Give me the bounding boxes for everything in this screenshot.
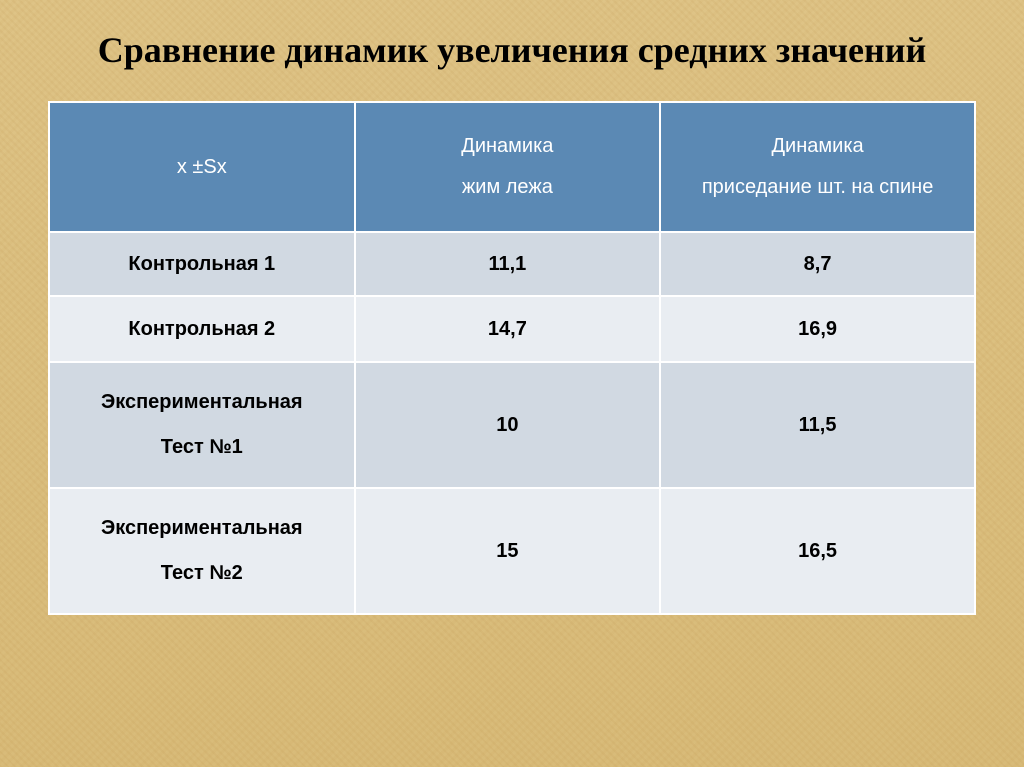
table-row: Экспериментальная Тест №2 15 16,5 — [49, 488, 975, 614]
row-label: Экспериментальная Тест №1 — [49, 362, 355, 488]
cell-value: 11,5 — [660, 362, 975, 488]
page-title: Сравнение динамик увеличения средних зна… — [48, 28, 976, 73]
comparison-table: x ±Sx Динамика жим лежа Динамика приседа… — [48, 101, 976, 615]
header-line1: Динамика — [772, 135, 864, 157]
header-cell-2: Динамика приседание шт. на спине — [660, 102, 975, 232]
header-cell-0: x ±Sx — [49, 102, 355, 232]
cell-value: 11,1 — [355, 232, 661, 296]
cell-value: 10 — [355, 362, 661, 488]
header-line2: приседание шт. на спине — [661, 176, 974, 199]
header-line2: жим лежа — [356, 176, 660, 199]
header-cell-1: Динамика жим лежа — [355, 102, 661, 232]
cell-value: 15 — [355, 488, 661, 614]
cell-value: 16,5 — [660, 488, 975, 614]
row-label: Контрольная 2 — [49, 296, 355, 362]
cell-value: 16,9 — [660, 296, 975, 362]
header-line1: x ±Sx — [177, 156, 227, 178]
table-row: Экспериментальная Тест №1 10 11,5 — [49, 362, 975, 488]
row-label-line1: Контрольная 2 — [128, 318, 275, 340]
row-label-line1: Экспериментальная — [101, 391, 303, 413]
header-line1: Динамика — [461, 135, 553, 157]
header-row: x ±Sx Динамика жим лежа Динамика приседа… — [49, 102, 975, 232]
row-label: Контрольная 1 — [49, 232, 355, 296]
row-label-line1: Экспериментальная — [101, 517, 303, 539]
row-label-line2: Тест №1 — [50, 436, 354, 459]
row-label: Экспериментальная Тест №2 — [49, 488, 355, 614]
table-row: Контрольная 2 14,7 16,9 — [49, 296, 975, 362]
row-label-line2: Тест №2 — [50, 562, 354, 585]
cell-value: 14,7 — [355, 296, 661, 362]
cell-value: 8,7 — [660, 232, 975, 296]
row-label-line1: Контрольная 1 — [128, 253, 275, 275]
table-row: Контрольная 1 11,1 8,7 — [49, 232, 975, 296]
